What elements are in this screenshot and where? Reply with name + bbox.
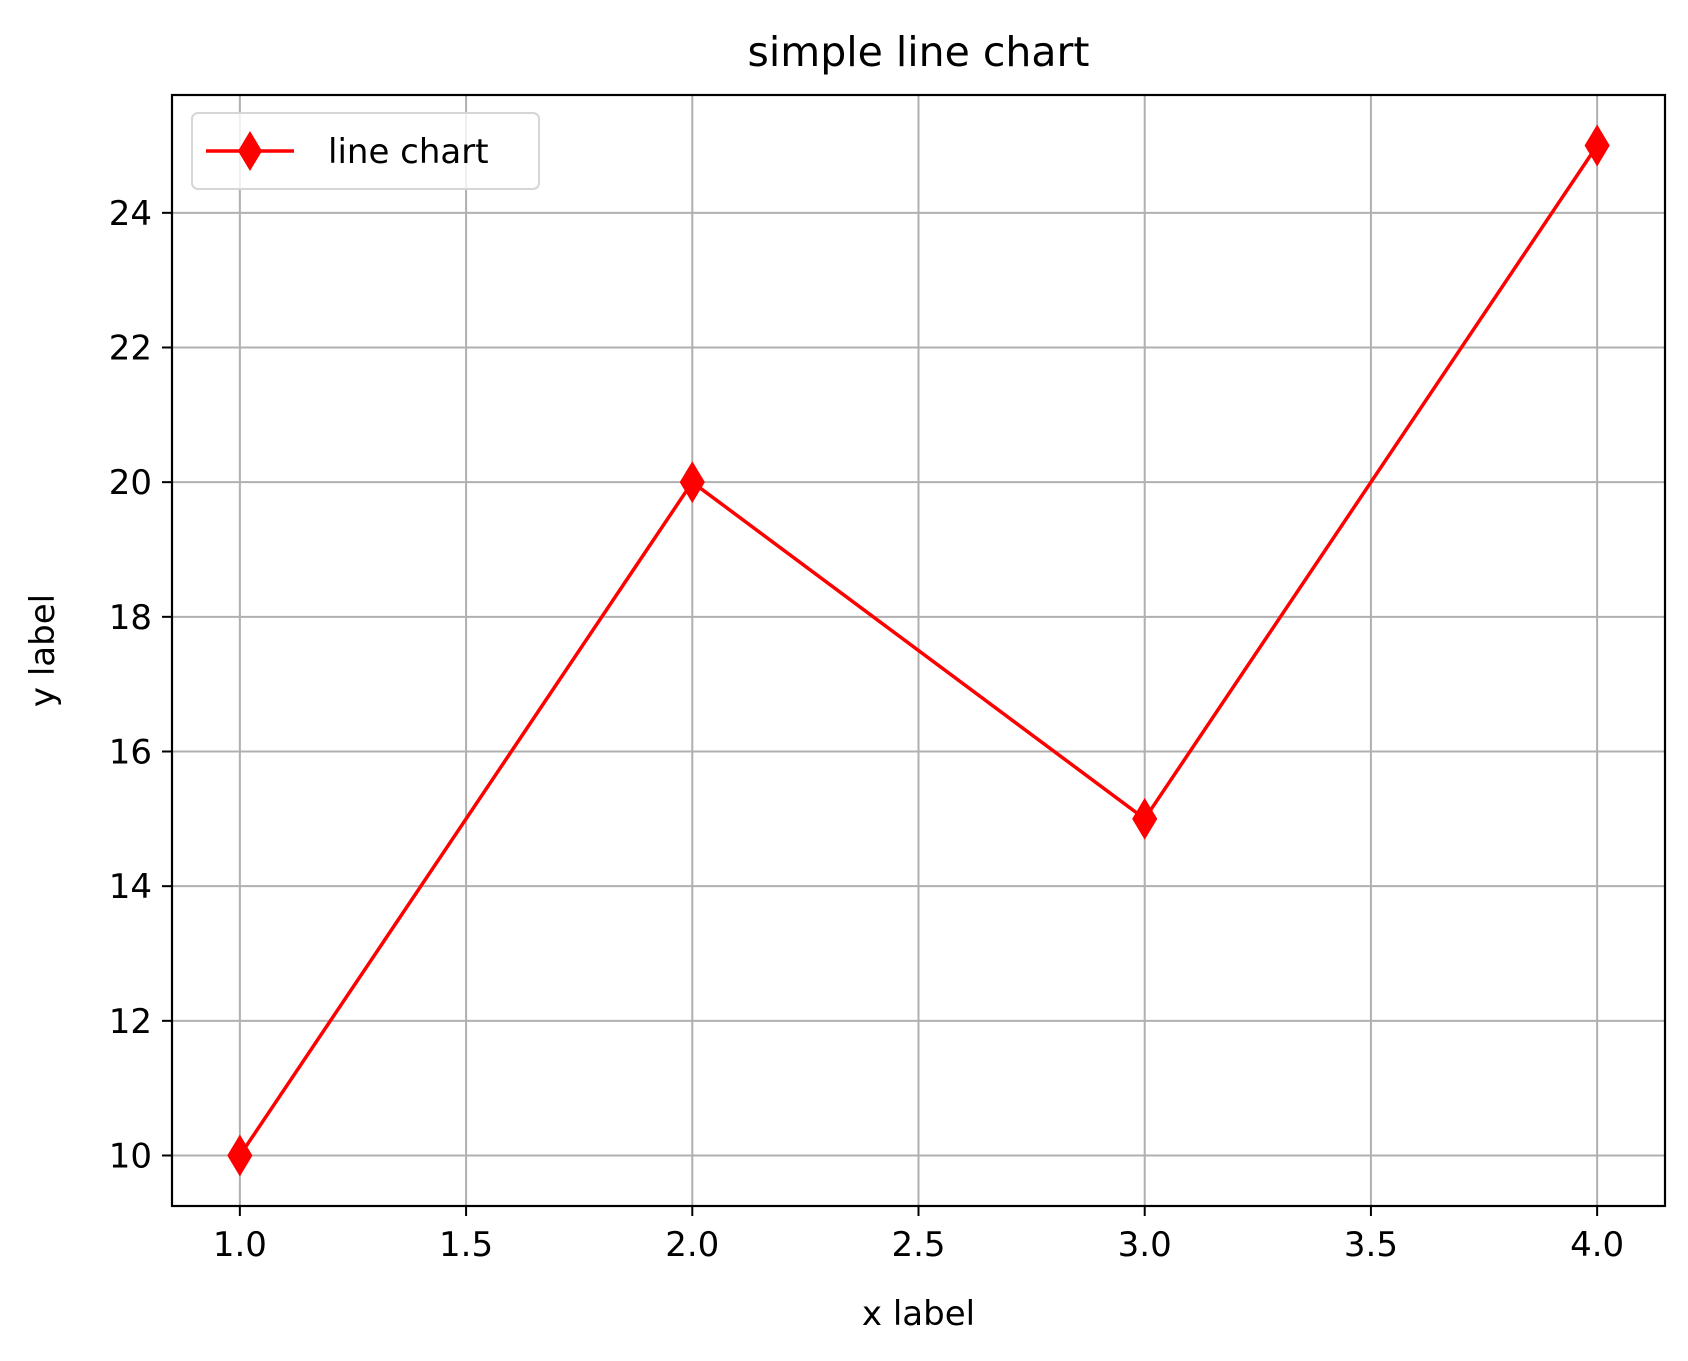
x-tick-label: 2.5 — [891, 1225, 945, 1265]
grid — [172, 95, 1665, 1206]
legend: line chart — [191, 112, 540, 190]
x-tick-label: 4.0 — [1570, 1225, 1624, 1265]
x-tick-label: 3.0 — [1118, 1225, 1172, 1265]
x-tick-label: 2.0 — [665, 1225, 719, 1265]
axis-ticks: 1.0 1.5 2.0 2.5 3.0 3.5 4.0 10 12 14 16 18 20 22 24 — [109, 194, 1624, 1265]
y-tick-label: 22 — [109, 329, 152, 369]
y-tick-label: 12 — [109, 1002, 152, 1042]
chart-title: simple line chart — [748, 28, 1090, 76]
data-point-marker — [1132, 797, 1158, 840]
data-point-marker — [679, 461, 705, 504]
y-axis-label: y label — [23, 594, 63, 707]
y-tick-label: 16 — [109, 733, 152, 773]
data-point-marker — [227, 1134, 253, 1177]
series-layer — [227, 124, 1610, 1177]
x-axis-label: x label — [862, 1294, 975, 1334]
y-tick-label: 18 — [109, 598, 152, 638]
x-tick-label: 1.5 — [439, 1225, 493, 1265]
y-tick-label: 10 — [109, 1137, 152, 1177]
y-tick-label: 14 — [109, 867, 152, 907]
data-point-marker — [1584, 124, 1610, 167]
y-tick-label: 20 — [109, 463, 152, 503]
legend-box — [191, 112, 540, 190]
series-line — [238, 144, 1599, 1157]
y-tick-label: 24 — [109, 194, 152, 234]
x-tick-label: 3.5 — [1344, 1225, 1398, 1265]
x-tick-label: 1.0 — [213, 1225, 267, 1265]
legend-label: line chart — [328, 132, 489, 172]
legend-marker-icon — [238, 131, 262, 171]
